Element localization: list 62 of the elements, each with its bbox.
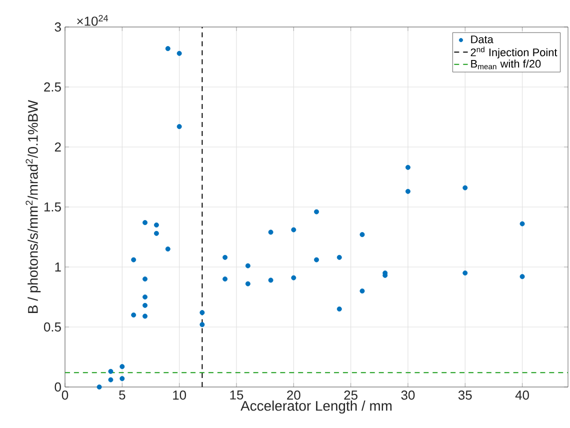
x-axis-title: Accelerator Length / mm [240,400,392,414]
point [154,230,159,236]
point [291,275,296,280]
point [336,306,342,312]
point [222,254,228,260]
point [314,209,319,214]
point [108,377,114,382]
point [268,230,274,235]
x-tick-label: 15 [230,390,244,400]
legend-label: Data [471,36,494,44]
point [120,376,125,382]
point [142,302,148,308]
point [405,188,410,194]
point [142,220,148,226]
y-tick-label: 3 [54,22,61,32]
x-tick-label: 25 [344,390,358,400]
ref-line-label: 2$^{nd}$ Injection Point [470,46,558,58]
y-tick-label: 2 [54,142,61,152]
x-tick-label: 5 [119,390,126,400]
point [108,368,114,374]
x-tick-label: 0 [62,390,68,400]
point [222,276,228,282]
point [154,222,159,228]
point [360,288,365,294]
point [142,294,148,300]
x-tick-label: 20 [287,390,300,400]
point [405,164,410,170]
point [336,254,342,260]
text: ×10$^{24}$ [77,15,108,26]
point [131,257,136,262]
point [462,185,468,190]
point [120,364,125,370]
y-tick-label: 0.5 [44,322,61,332]
point [176,50,182,56]
point [245,263,250,268]
x-tick-label: 40 [515,390,529,400]
point [165,246,170,252]
point [520,221,525,226]
legend-label: B$_{mean}$ with f/20 [471,60,541,70]
point [520,274,525,280]
x-tick-label: 35 [458,390,472,400]
point [291,227,296,232]
y-tick-label: 1 [55,262,61,272]
y-axis-title: B / photons/s/mm$^{2}$/mrad$^{2}$/0.1%BW [26,100,41,313]
point [200,310,205,316]
point [462,270,468,276]
point [245,281,250,286]
point [200,322,205,328]
point [176,124,182,130]
x-tick-label: 10 [173,390,186,400]
point [96,384,102,390]
y-tick-label: 0 [54,382,61,392]
y-tick-label: 2.5 [44,82,61,92]
point [165,46,170,52]
point [360,232,365,238]
point [268,278,274,283]
point [131,312,136,318]
point [142,314,148,319]
y-tick-label: 1.5 [44,202,61,212]
point [314,257,319,262]
x-tick-label: 30 [401,390,415,400]
point [142,276,148,282]
